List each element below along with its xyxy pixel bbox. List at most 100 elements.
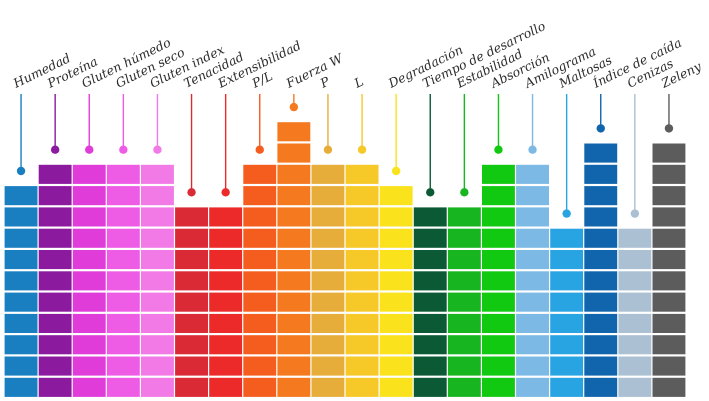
block xyxy=(482,250,515,270)
column-10: P xyxy=(311,73,345,397)
block xyxy=(175,207,208,227)
block xyxy=(447,271,481,291)
block xyxy=(482,377,515,397)
block xyxy=(584,143,618,163)
pointer-dot xyxy=(221,188,230,197)
column-16: Amilograma xyxy=(516,43,598,397)
block xyxy=(516,164,549,184)
block xyxy=(516,250,549,270)
block xyxy=(584,292,618,312)
column-11: L xyxy=(345,74,379,397)
block xyxy=(482,313,515,333)
block xyxy=(106,335,140,355)
block xyxy=(550,313,584,333)
block xyxy=(413,228,447,248)
block xyxy=(38,377,72,397)
block xyxy=(652,186,686,206)
block xyxy=(345,313,379,333)
block xyxy=(618,228,652,248)
column-8: P/L xyxy=(243,68,277,397)
block xyxy=(584,164,618,184)
block xyxy=(106,377,140,397)
block xyxy=(652,335,686,355)
block xyxy=(618,271,652,291)
block xyxy=(413,207,447,227)
block xyxy=(618,356,652,376)
block xyxy=(38,335,72,355)
block xyxy=(413,271,447,291)
block xyxy=(277,313,311,333)
block xyxy=(447,335,481,355)
block xyxy=(584,313,618,333)
block xyxy=(311,228,345,248)
block xyxy=(311,164,345,184)
pointer-dot xyxy=(426,188,435,197)
block xyxy=(141,207,174,227)
block xyxy=(141,292,174,312)
block xyxy=(379,356,413,376)
block xyxy=(175,335,208,355)
block xyxy=(277,271,311,291)
pointer-dot xyxy=(289,102,299,112)
column-2: Proteína xyxy=(38,54,100,397)
block xyxy=(38,186,72,206)
block xyxy=(379,250,413,270)
block xyxy=(618,377,652,397)
pointer-dot xyxy=(85,145,94,154)
pointer-dot xyxy=(16,166,26,176)
block xyxy=(38,356,72,376)
block xyxy=(4,250,38,270)
block xyxy=(4,356,38,376)
block xyxy=(482,271,515,291)
block xyxy=(277,207,311,227)
block xyxy=(209,207,243,227)
block xyxy=(106,250,140,270)
column-9: Fuerza W xyxy=(277,50,346,397)
block xyxy=(4,186,38,206)
block xyxy=(243,164,277,184)
block xyxy=(618,313,652,333)
block xyxy=(652,143,686,163)
block xyxy=(243,271,277,291)
block xyxy=(379,292,413,312)
column-label: L xyxy=(351,74,366,92)
pointer-dot xyxy=(391,166,401,176)
block xyxy=(243,313,277,333)
block xyxy=(618,335,652,355)
pointer-dot xyxy=(153,145,162,154)
block xyxy=(4,292,38,312)
block xyxy=(345,356,379,376)
block xyxy=(141,228,174,248)
block xyxy=(72,356,106,376)
block xyxy=(516,207,549,227)
pointer-dot xyxy=(664,124,674,133)
block xyxy=(38,313,72,333)
block xyxy=(652,292,686,312)
block xyxy=(209,250,243,270)
block xyxy=(243,186,277,206)
block xyxy=(584,377,618,397)
block xyxy=(447,292,481,312)
block xyxy=(277,250,311,270)
block xyxy=(38,250,72,270)
block xyxy=(618,292,652,312)
block xyxy=(311,271,345,291)
block xyxy=(413,292,447,312)
block xyxy=(243,207,277,227)
block xyxy=(277,292,311,312)
block xyxy=(72,228,106,248)
block xyxy=(106,207,140,227)
block xyxy=(38,164,72,184)
block xyxy=(516,335,549,355)
block xyxy=(652,356,686,376)
block xyxy=(516,313,549,333)
pointer-dot xyxy=(630,209,640,218)
block xyxy=(141,186,174,206)
block xyxy=(175,228,208,248)
block xyxy=(379,335,413,355)
block xyxy=(550,292,584,312)
block xyxy=(447,228,481,248)
block xyxy=(447,356,481,376)
block xyxy=(584,335,618,355)
